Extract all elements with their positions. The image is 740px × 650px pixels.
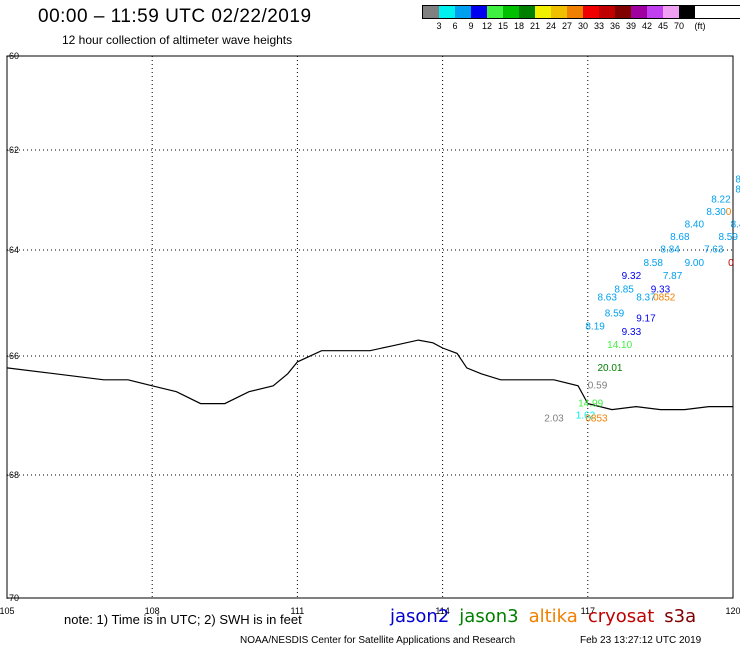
- y-tick-label: -66: [6, 351, 19, 361]
- wave-height-label: 1.62: [576, 410, 596, 421]
- wave-height-label: 14.10: [607, 340, 632, 351]
- legend-swatch: [663, 6, 679, 18]
- wave-height-label: 7.87: [663, 271, 683, 282]
- legend-swatch: [567, 6, 583, 18]
- wave-height-label: 8.: [735, 175, 740, 186]
- legend-label: 36: [609, 21, 621, 31]
- satellite-jason2: jason2: [390, 606, 450, 627]
- legend-swatch: [487, 6, 503, 18]
- x-tick-label: 120: [725, 606, 740, 616]
- legend-unit: (ft): [694, 21, 706, 31]
- legend-swatch: [519, 6, 535, 18]
- legend-swatch: [599, 6, 615, 18]
- legend-label: 15: [497, 21, 509, 31]
- wave-height-label: 0: [728, 258, 734, 269]
- legend-swatch: [583, 6, 599, 18]
- satellite-s3a: s3a: [664, 606, 697, 627]
- wave-height-label: 8.37: [636, 292, 656, 303]
- wave-height-label: 9.17: [636, 314, 656, 325]
- wave-height-label: 8.22: [711, 195, 731, 206]
- wave-height-label: 9.32: [622, 271, 642, 282]
- y-tick-label: -64: [6, 245, 19, 255]
- map-frame: [6, 55, 734, 599]
- wave-height-label: 14.99: [578, 399, 603, 410]
- wave-height-label: 20.01: [597, 363, 622, 374]
- x-tick-label: 111: [291, 606, 305, 616]
- y-tick-label: -60: [6, 51, 19, 61]
- wave-height-label: 8.40: [685, 220, 705, 231]
- wave-height-label: 8.59: [605, 308, 625, 319]
- credit-line: NOAA/NESDIS Center for Satellite Applica…: [240, 635, 516, 646]
- satellite-altika: altika: [528, 606, 578, 627]
- legend-swatch: [439, 6, 455, 18]
- legend-color-bar: [422, 5, 740, 19]
- antarctic-coastline: [6, 339, 733, 411]
- legend-swatch: [471, 6, 487, 18]
- wave-height-label: 8.85: [614, 284, 634, 295]
- legend-label: 6: [452, 21, 458, 31]
- wave-height-label: 8.68: [670, 232, 690, 243]
- wave-height-label: 0853: [585, 413, 608, 424]
- wave-height-label: 8.58: [643, 258, 663, 269]
- x-tick-label: 114: [435, 606, 449, 616]
- legend-swatch: [647, 6, 663, 18]
- x-tick-label: 105: [0, 606, 15, 616]
- wave-height-label: 0852: [653, 292, 676, 303]
- legend-swatch: [551, 6, 567, 18]
- legend-swatch: [631, 6, 647, 18]
- wave-height-label: 9.33: [651, 284, 671, 295]
- legend-swatch: [423, 6, 439, 18]
- wave-height-label: 8.84: [660, 245, 680, 256]
- legend-swatch: [679, 6, 695, 18]
- x-tick-label: 108: [145, 606, 160, 616]
- y-tick-label: -70: [6, 593, 19, 603]
- legend-label: 33: [593, 21, 605, 31]
- generated-timestamp: Feb 23 13:27:12 UTC 2019: [580, 635, 702, 646]
- legend-label: 45: [657, 21, 669, 31]
- legend-label: 18: [513, 21, 525, 31]
- wave-height-label: 0: [726, 207, 732, 218]
- legend-label: 21: [529, 21, 541, 31]
- wave-height-label: 9.00: [685, 258, 705, 269]
- x-tick-label: 117: [581, 606, 595, 616]
- y-tick-label: -62: [6, 145, 19, 155]
- satellite-legend: jason2 jason3 altika cryosat s3a: [390, 606, 706, 627]
- legend-swatch: [535, 6, 551, 18]
- wave-height-label: 0.59: [588, 381, 608, 392]
- legend-label: 39: [625, 21, 637, 31]
- legend-labels: 3 6 9 12 15 18 21 24 27 30 33 36 39 42 45 70 (ft): [422, 19, 740, 31]
- legend-label: 70: [673, 21, 685, 31]
- legend-label: 3: [436, 21, 442, 31]
- wave-height-label: 8.59: [718, 232, 738, 243]
- wave-height-label: 7.63: [704, 245, 724, 256]
- wave-height-label: 8.4: [731, 220, 740, 231]
- satellite-cryosat: cryosat: [587, 606, 655, 627]
- legend-label: 42: [641, 21, 653, 31]
- legend-swatch: [503, 6, 519, 18]
- y-tick-label: -68: [6, 470, 19, 480]
- chart-subtitle: 12 hour collection of altimeter wave hei…: [62, 33, 293, 47]
- legend-label: 12: [481, 21, 493, 31]
- wave-height-label: 8.1: [735, 185, 740, 196]
- color-legend: 3 6 9 12 15 18 21 24 27 30 33 36 39 42 45 70 (ft): [422, 5, 740, 31]
- satellite-jason3: jason3: [459, 606, 519, 627]
- wave-height-label: 2.03: [544, 413, 564, 424]
- wave-height-label: 9.33: [622, 327, 642, 338]
- legend-label: 30: [577, 21, 589, 31]
- chart-title: 00:00 – 11:59 UTC 02/22/2019: [38, 6, 312, 27]
- footer-note: note: 1) Time is in UTC; 2) SWH is in fe…: [64, 612, 302, 627]
- legend-label: 24: [545, 21, 557, 31]
- wave-height-label: 8.19: [585, 322, 605, 333]
- wave-height-label: 8.63: [597, 292, 617, 303]
- legend-label: 27: [561, 21, 573, 31]
- wave-height-label: 8.30: [706, 207, 726, 218]
- legend-swatch: [455, 6, 471, 18]
- legend-swatch: [615, 6, 631, 18]
- legend-label: 9: [468, 21, 474, 31]
